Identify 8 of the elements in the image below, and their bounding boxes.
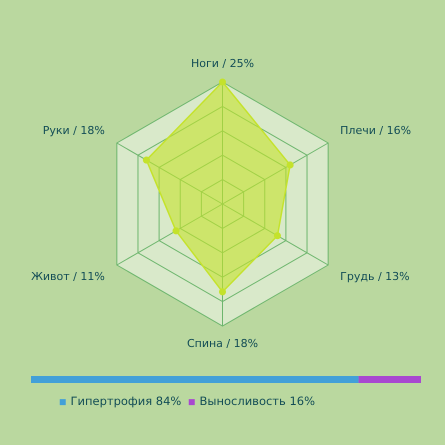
spoke-label: Плечи / 16% (340, 124, 412, 137)
spoke-label: Спина / 18% (186, 337, 258, 350)
spoke-label: Руки / 18% (42, 124, 105, 137)
spoke-label: Живот / 11% (31, 270, 105, 283)
legend-label: Гипертрофия 84% (70, 394, 182, 408)
spoke-label: Ноги / 25% (190, 57, 254, 70)
legend-label: Выносливость 16% (200, 394, 316, 408)
spoke-label: Грудь / 13% (340, 270, 410, 283)
